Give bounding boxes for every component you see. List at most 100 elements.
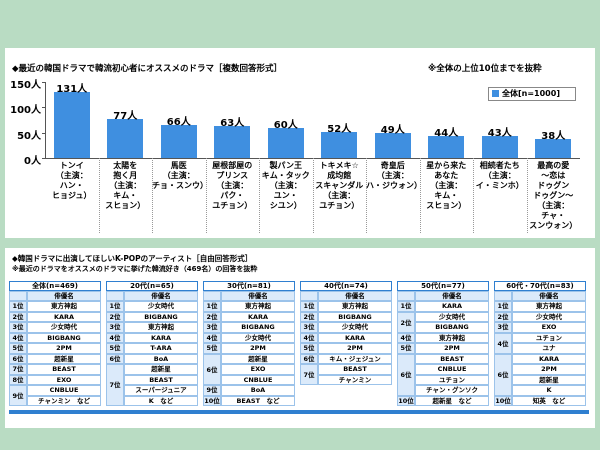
name-cell: 東方神起 xyxy=(512,301,586,312)
bar xyxy=(107,118,144,158)
section-subtitle: ※最近のドラマをオススメのドラマに挙げた韓流好き（469名）の回答を抜粋 xyxy=(12,265,258,273)
name-cell: BEAST xyxy=(27,364,101,375)
name-cell: K など xyxy=(124,395,198,406)
name-cell: T-ARA xyxy=(124,343,198,354)
name-cell: BEAST xyxy=(318,364,392,375)
rank-cell: 5位 xyxy=(106,343,124,354)
name-cell: 2PM xyxy=(512,364,586,375)
name-cell: 少女時代 xyxy=(415,311,489,322)
rank-cell: 3位 xyxy=(106,322,124,333)
name-cell: 少女時代 xyxy=(27,322,101,333)
name-cell: チャンミン など xyxy=(27,395,101,406)
value-label: 49人 xyxy=(380,125,405,137)
name-cell: チャン・グンソク xyxy=(415,385,489,396)
rank-cell: 10位 xyxy=(494,395,512,406)
name-cell: BIGBANG xyxy=(318,311,392,322)
name-cell: ユチョン xyxy=(415,374,489,385)
name-cell: 東方神起 xyxy=(27,301,101,312)
table-header: 50代(n=77) xyxy=(397,281,489,291)
category-divider xyxy=(366,158,367,233)
y-tick xyxy=(42,158,45,159)
bar xyxy=(535,138,572,158)
bar xyxy=(374,133,411,158)
column-header-spacer xyxy=(300,291,318,301)
name-cell: BIGBANG xyxy=(124,311,198,322)
rank-cell: 10位 xyxy=(397,395,415,406)
chart-note: ※全体の上位10位までを抜粋 xyxy=(428,64,542,74)
rank-cell: 1位 xyxy=(300,301,318,312)
category-divider xyxy=(259,158,260,233)
name-cell: 知英 など xyxy=(512,395,586,406)
name-cell: KARA xyxy=(415,301,489,312)
name-cell: BEAST xyxy=(415,353,489,364)
rank-cell: 5位 xyxy=(203,343,221,354)
name-cell: ユチョン xyxy=(512,332,586,343)
value-label: 52人 xyxy=(327,123,352,135)
legend-swatch xyxy=(492,90,499,97)
name-cell: EXO xyxy=(512,322,586,333)
rank-cell: 2位 xyxy=(397,311,415,333)
name-cell: KARA xyxy=(221,311,295,322)
name-cell: BEAST xyxy=(124,374,198,385)
table-header: 60代・70代(n=83) xyxy=(494,281,586,291)
name-cell: 2PM xyxy=(27,343,101,354)
rank-cell: 5位 xyxy=(9,343,27,354)
column-header: 俳優名 xyxy=(415,291,489,301)
section-title: ◆韓国ドラマに出演してほしいK-POPのアーティスト［自由回答形式］ xyxy=(12,254,253,263)
column-header-spacer xyxy=(397,291,415,301)
category-divider xyxy=(419,158,421,233)
name-cell: 超新星 xyxy=(124,364,198,375)
bar xyxy=(267,127,304,158)
name-cell: 超新星 xyxy=(512,374,586,385)
value-label: 43人 xyxy=(487,128,512,140)
rank-cell: 1位 xyxy=(494,301,512,312)
rank-cell: 3位 xyxy=(494,322,512,333)
rank-cell: 4位 xyxy=(300,332,318,343)
name-cell: 2PM xyxy=(221,343,295,354)
bar xyxy=(481,136,518,158)
bar xyxy=(428,135,465,158)
column-header-spacer xyxy=(203,291,221,301)
name-cell: 2PM xyxy=(415,343,489,354)
column-header: 俳優名 xyxy=(221,291,295,301)
y-tick-label: 150人 xyxy=(10,80,41,91)
rank-cell: 1位 xyxy=(203,301,221,312)
name-cell: EXO xyxy=(27,374,101,385)
rank-cell: 7位 xyxy=(106,364,124,406)
rank-cell: 9位 xyxy=(9,385,27,406)
name-cell: ユナ xyxy=(512,343,586,354)
rank-cell: 1位 xyxy=(106,301,124,312)
rank-cell: 4位 xyxy=(397,332,415,343)
rank-cell: 1位 xyxy=(397,301,415,312)
name-cell: 少女時代 xyxy=(512,311,586,322)
name-cell: 超新星 xyxy=(27,353,101,364)
y-tick xyxy=(42,107,45,109)
rank-cell: 6位 xyxy=(494,353,512,396)
y-axis xyxy=(45,82,46,158)
rank-cell: 6位 xyxy=(397,353,415,396)
name-cell: チャンミン xyxy=(318,374,392,385)
name-cell: BEAST など xyxy=(221,395,295,406)
rank-cell: 2位 xyxy=(106,311,124,322)
value-label: 131人 xyxy=(56,83,88,95)
value-label: 66人 xyxy=(166,116,191,128)
name-cell: 少女時代 xyxy=(318,322,392,333)
rank-cell: 10位 xyxy=(203,395,221,406)
rank-cell: 4位 xyxy=(494,332,512,354)
name-cell: 東方神起 xyxy=(221,301,295,312)
bar xyxy=(214,126,251,158)
name-cell: 東方神起 xyxy=(124,322,198,333)
rank-cell: 6位 xyxy=(300,353,318,364)
name-cell: BoA xyxy=(124,353,198,364)
column-header-spacer xyxy=(494,291,512,301)
name-cell: 少女時代 xyxy=(124,301,198,312)
rank-cell: 4位 xyxy=(203,332,221,343)
name-cell: 2PM xyxy=(318,343,392,354)
category-divider xyxy=(205,158,207,233)
category-divider xyxy=(152,158,153,233)
name-cell: BIGBANG xyxy=(27,332,101,343)
name-cell: スーパージュニア xyxy=(124,385,198,396)
x-tick-label: 製パン王 キム・タック （主演： ユン・ シユン） xyxy=(261,161,310,210)
x-tick-label: 屋根部屋の プリンス （主演： パク・ ユチョン） xyxy=(212,161,253,210)
rank-cell: 5位 xyxy=(397,343,415,354)
